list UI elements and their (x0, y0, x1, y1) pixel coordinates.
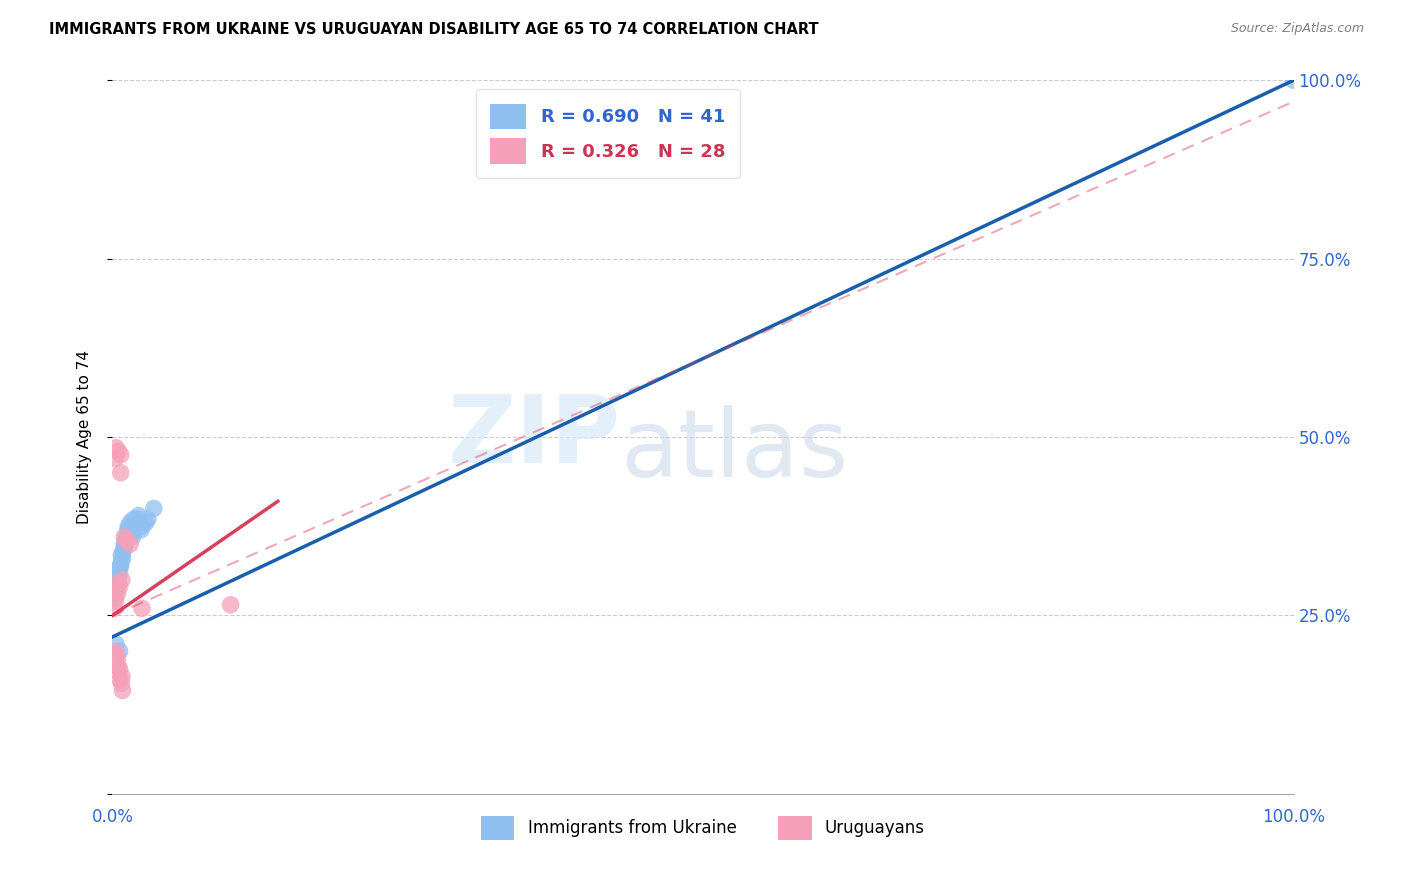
Point (105, 637, 128, 651)
Point (219, 598, 242, 612)
Text: ZIP: ZIP (447, 391, 620, 483)
Point (112, 541, 135, 555)
Point (104, 591, 127, 605)
Point (120, 526, 142, 541)
Point (121, 530, 143, 544)
Point (104, 583, 127, 598)
Point (115, 533, 138, 548)
Point (111, 683, 134, 698)
Point (117, 523, 139, 537)
Point (105, 651, 128, 665)
Point (115, 530, 138, 544)
Point (111, 669, 134, 683)
Point (105, 587, 128, 601)
Point (107, 573, 129, 587)
Point (105, 580, 128, 594)
Y-axis label: Disability Age 65 to 74: Disability Age 65 to 74 (77, 350, 91, 524)
Point (103, 601, 125, 615)
Point (108, 580, 131, 594)
Point (112, 530, 135, 544)
Text: atlas: atlas (620, 405, 849, 498)
Point (111, 573, 134, 587)
Point (107, 658, 129, 673)
Point (1282, 73, 1305, 87)
Point (114, 537, 136, 551)
Point (129, 523, 152, 537)
Point (117, 519, 139, 533)
Point (103, 587, 125, 601)
Point (110, 466, 132, 480)
Point (103, 587, 125, 601)
Text: IMMIGRANTS FROM UKRAINE VS URUGUAYAN DISABILITY AGE 65 TO 74 CORRELATION CHART: IMMIGRANTS FROM UKRAINE VS URUGUAYAN DIS… (49, 22, 818, 37)
Point (110, 448, 132, 462)
Point (105, 580, 128, 594)
Point (125, 516, 148, 530)
Point (110, 548, 132, 562)
Point (108, 558, 131, 573)
Point (107, 444, 129, 458)
Point (111, 551, 134, 566)
Point (110, 558, 132, 573)
Point (136, 512, 159, 526)
Point (114, 533, 136, 548)
Point (107, 576, 129, 591)
Point (120, 516, 142, 530)
Point (105, 573, 128, 587)
Point (118, 523, 141, 537)
Point (108, 562, 131, 576)
Point (131, 601, 153, 615)
Text: Source: ZipAtlas.com: Source: ZipAtlas.com (1230, 22, 1364, 36)
Point (107, 569, 129, 583)
Point (104, 451, 127, 466)
Point (122, 512, 145, 526)
Point (104, 644, 127, 658)
Point (108, 665, 131, 680)
Point (105, 648, 128, 662)
Point (135, 516, 157, 530)
Point (124, 516, 146, 530)
Point (108, 662, 131, 676)
Point (105, 583, 128, 598)
Point (112, 544, 135, 558)
Point (103, 583, 125, 598)
Point (111, 551, 134, 566)
Point (108, 644, 131, 658)
Point (104, 594, 127, 608)
Point (110, 676, 132, 690)
Point (112, 537, 135, 551)
Point (120, 537, 142, 551)
Point (131, 519, 153, 533)
Legend: Immigrants from Ukraine, Uruguayans: Immigrants from Ukraine, Uruguayans (474, 809, 932, 847)
Point (127, 508, 149, 523)
Point (127, 512, 149, 526)
Point (105, 441, 128, 455)
Point (108, 673, 131, 687)
Point (108, 566, 131, 580)
Point (142, 501, 165, 516)
